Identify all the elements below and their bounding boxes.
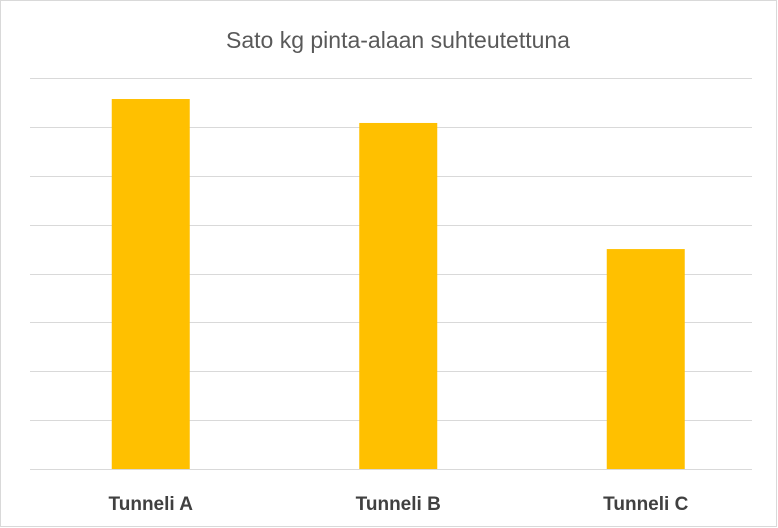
x-tick-label: Tunneli A — [109, 494, 194, 515]
chart-title: Sato kg pinta-alaan suhteutettuna — [226, 27, 570, 53]
bar — [111, 99, 190, 470]
bar — [606, 249, 685, 469]
bar — [359, 122, 438, 469]
x-tick-label: Tunneli C — [603, 494, 688, 515]
x-tick-label: Tunneli B — [356, 494, 441, 515]
